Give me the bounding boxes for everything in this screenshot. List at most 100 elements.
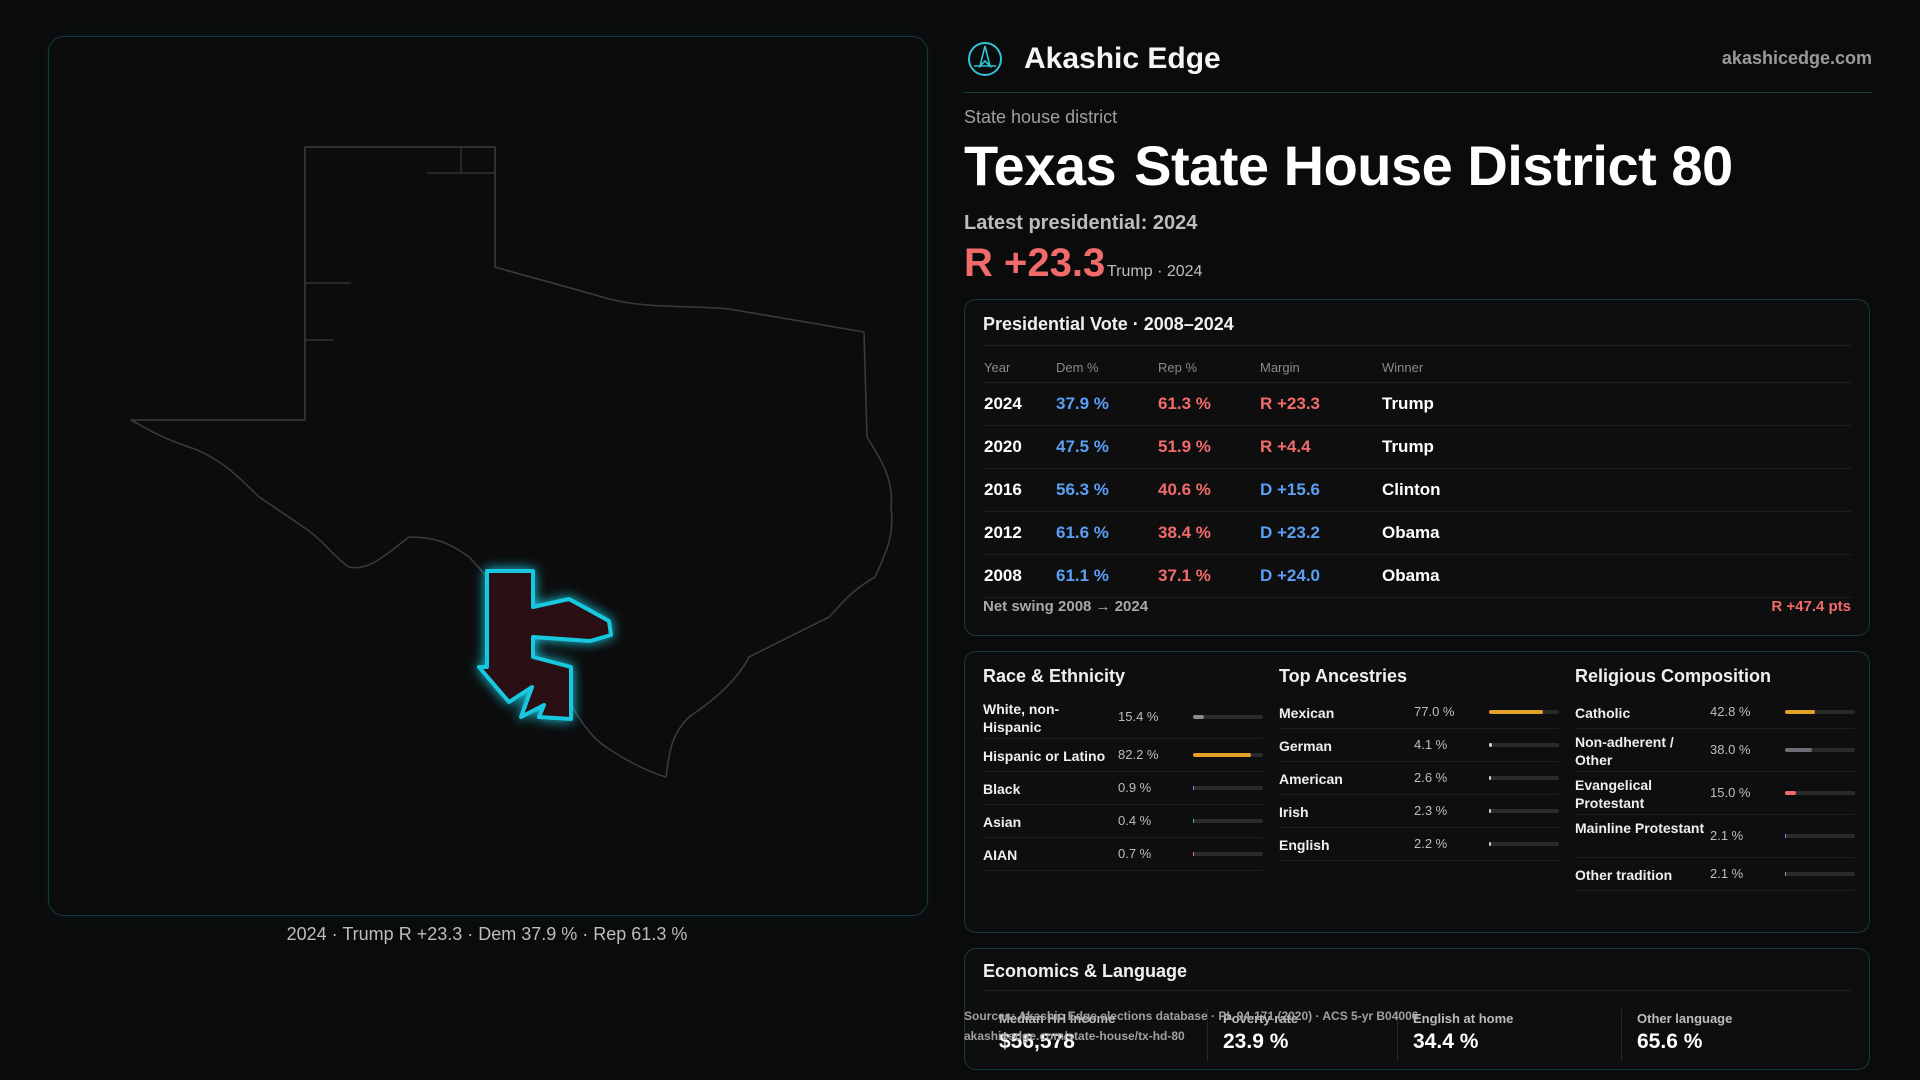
list-item: English 2.2 % [1279, 828, 1559, 861]
percent-bar [1489, 710, 1559, 714]
item-value: 15.0 % [1710, 785, 1751, 800]
table-row: 2024 37.9 % 61.3 % R +23.3 Trump [983, 382, 1851, 426]
section-title: Religious Composition [1575, 666, 1771, 686]
stat-block: English at home 34.4 % [1413, 1011, 1513, 1054]
stat-value: 65.6 % [1637, 1030, 1703, 1053]
column-header: Winner [1381, 352, 1851, 383]
percent-bar [1785, 791, 1855, 795]
stat-block: Poverty rate 23.9 % [1223, 1011, 1298, 1054]
divider [1621, 1009, 1622, 1061]
list-item: Irish 2.3 % [1279, 795, 1559, 828]
big-margin-sub: Trump · 2024 [1107, 263, 1203, 280]
list-item: Mexican 77.0 % [1279, 696, 1559, 729]
percent-bar [1193, 786, 1263, 790]
dem-cell: 61.6 % [1055, 511, 1157, 555]
item-label: Evangelical Protestant [1575, 777, 1653, 811]
section-title: Race & Ethnicity [983, 666, 1126, 686]
latest-presidential-label: Latest presidential: 2024 [964, 212, 1198, 234]
year-cell: 2016 [983, 468, 1055, 512]
year-cell: 2012 [983, 511, 1055, 555]
stat-label: English at home [1413, 1011, 1514, 1026]
percent-bar-fill [1193, 819, 1195, 823]
column-header: Margin [1259, 352, 1381, 383]
brand-url[interactable]: akashicedge.com [1721, 48, 1872, 68]
percent-bar-fill [1489, 776, 1491, 780]
item-label: Other tradition [1575, 867, 1673, 883]
net-swing-value: R +47.4 pts [1771, 598, 1851, 615]
list-item: White, non-Hispanic 15.4 % [983, 696, 1263, 739]
year-cell: 2024 [983, 382, 1055, 426]
details-column: Akashic Edge akashicedge.com State house… [964, 36, 1872, 1070]
rep-cell: 61.3 % [1157, 382, 1259, 426]
percent-bar [1489, 842, 1559, 846]
list-item: German 4.1 % [1279, 729, 1559, 762]
item-value: 2.1 % [1710, 828, 1744, 843]
texas-outline [130, 146, 893, 778]
margin-cell: R +23.3 [1259, 382, 1381, 426]
stat-value: 23.9 % [1223, 1030, 1289, 1053]
percent-bar [1489, 809, 1559, 813]
column-header: Year [983, 352, 1055, 383]
sources-url[interactable]: akashicedge.com/state-house/tx-hd-80 [964, 1029, 1185, 1043]
percent-bar-fill [1193, 852, 1195, 856]
margin-cell: D +15.6 [1259, 468, 1381, 512]
percent-bar-fill [1489, 842, 1491, 846]
brand-name[interactable]: Akashic Edge [1024, 42, 1221, 75]
column-header: Dem % [1055, 352, 1157, 383]
map-caption: 2024 · Trump R +23.3 · Dem 37.9 % · Rep … [286, 924, 688, 944]
rep-cell: 51.9 % [1157, 425, 1259, 469]
economics-stats: Median HH income $56,578 Poverty rate 23.9 … [983, 991, 1851, 1061]
margin-summary: R +23.3 Trump · 2024 [964, 241, 1872, 289]
table-row: 2008 61.1 % 37.1 % D +24.0 Obama [983, 554, 1851, 598]
item-label: Irish [1279, 804, 1309, 820]
item-label: German [1279, 738, 1332, 754]
item-label: Mainline Protestant [1575, 820, 1705, 836]
page-title: Texas State House District 80 [964, 134, 1872, 198]
item-value: 0.9 % [1118, 780, 1152, 795]
percent-bar-fill [1785, 834, 1787, 838]
column-header: Rep % [1157, 352, 1259, 383]
year-cell: 2020 [983, 425, 1055, 469]
rep-cell: 40.6 % [1157, 468, 1259, 512]
dem-cell: 37.9 % [1055, 382, 1157, 426]
rep-cell: 37.1 % [1157, 554, 1259, 598]
percent-bar [1785, 834, 1855, 838]
list-item: Non-adherent / Other 38.0 % [1575, 729, 1855, 772]
compass-logo-icon[interactable] [966, 40, 1004, 83]
stat-value: 34.4 % [1413, 1030, 1479, 1053]
list-item: AIAN 0.7 % [983, 838, 1263, 871]
stat-label: Other language [1637, 1011, 1733, 1026]
stat-label: Median HH income [999, 1011, 1116, 1026]
percent-bar [1785, 872, 1855, 876]
item-label: Hispanic or Latino [983, 748, 1106, 764]
section-title: Top Ancestries [1279, 666, 1408, 686]
table-row: 2020 47.5 % 51.9 % R +4.4 Trump [983, 425, 1851, 469]
percent-bar [1193, 819, 1263, 823]
winner-cell: Obama [1381, 511, 1851, 555]
dem-cell: 47.5 % [1055, 425, 1157, 469]
percent-bar [1785, 710, 1855, 714]
percent-bar [1489, 776, 1559, 780]
district-80-shape[interactable] [477, 569, 613, 721]
percent-bar-fill [1785, 791, 1796, 795]
presidential-vote-card: Presidential Vote · 2008–2024 Year Dem % R… [964, 299, 1870, 636]
percent-bar-fill [1785, 748, 1812, 752]
texas-map[interactable] [49, 37, 927, 915]
sources-text: Sources: Akashic Edge elections database… [964, 1009, 1419, 1023]
dem-cell: 61.1 % [1055, 554, 1157, 598]
big-margin-value: R +23.3 [964, 241, 1106, 285]
percent-bar-fill [1193, 753, 1251, 757]
year-cell: 2008 [983, 554, 1055, 598]
table-row: 2012 61.6 % 38.4 % D +23.2 Obama [983, 511, 1851, 555]
item-label: English [1279, 837, 1330, 853]
map-panel[interactable] [48, 36, 928, 916]
list-item: Evangelical Protestant 15.0 % [1575, 772, 1855, 815]
item-label: Non-adherent / Other [1575, 734, 1674, 768]
economics-card: Economics & Language Median HH income $56… [964, 948, 1870, 1070]
item-label: AIAN [983, 847, 1018, 863]
margin-cell: D +23.2 [1259, 511, 1381, 555]
item-value: 15.4 % [1118, 709, 1159, 724]
item-label: American [1279, 771, 1343, 787]
item-label: Catholic [1575, 705, 1631, 721]
brand-header: Akashic Edge akashicedge.com [964, 36, 1872, 93]
